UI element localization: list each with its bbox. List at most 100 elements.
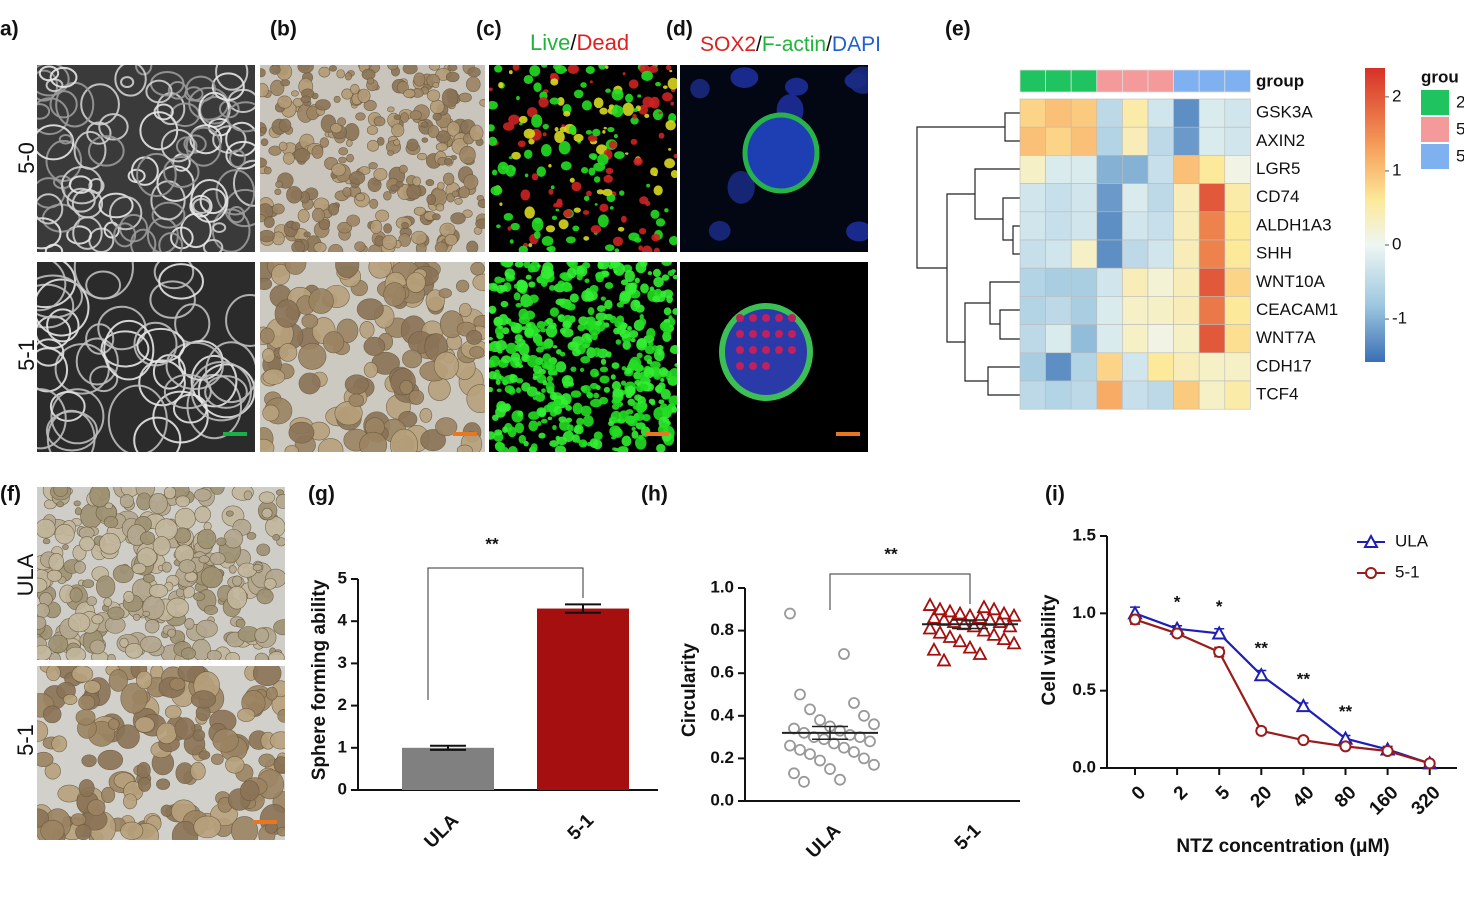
image-blob	[262, 404, 280, 422]
heat-cell	[1198, 380, 1226, 410]
image-blob	[494, 276, 503, 284]
image-blob	[512, 65, 520, 71]
y-tick-label: 0.0	[1072, 757, 1096, 776]
image-blob	[204, 375, 248, 409]
image-blob	[136, 327, 186, 364]
image-blob	[355, 112, 366, 121]
image-blob	[560, 161, 572, 171]
image-blob	[357, 88, 371, 103]
heat-cell	[1173, 211, 1200, 241]
panel-label: (c)	[476, 18, 502, 41]
image-blob	[107, 384, 168, 452]
image-blob	[165, 341, 224, 390]
image-blob	[393, 114, 401, 120]
image-blob	[37, 577, 48, 593]
image-blob	[619, 291, 632, 302]
image-blob	[74, 507, 82, 516]
marker	[1381, 744, 1394, 757]
image-blob	[387, 65, 399, 71]
image-blob	[178, 559, 196, 574]
image-blob	[570, 366, 577, 372]
image-blob	[633, 157, 643, 166]
image-blob	[81, 754, 97, 768]
image-blob	[153, 103, 174, 121]
image-blob	[133, 416, 182, 452]
image-blob	[552, 425, 557, 431]
image-blob	[611, 427, 623, 439]
image-blob	[593, 97, 604, 109]
image-blob	[387, 106, 395, 113]
heat-cell	[1045, 98, 1072, 128]
image-blob	[136, 762, 151, 779]
series-line	[1134, 612, 1431, 765]
image-blob	[646, 183, 651, 188]
image-blob	[435, 142, 448, 152]
image-blob	[363, 336, 386, 356]
image-blob	[670, 169, 677, 179]
heat-cell	[1019, 239, 1046, 269]
heat-cell	[1019, 380, 1046, 410]
image-blob	[45, 410, 98, 452]
image-blob	[634, 237, 642, 243]
image-blob	[528, 281, 536, 288]
image-blob	[37, 65, 70, 97]
image-blob	[503, 403, 512, 412]
image-blob	[175, 495, 190, 508]
image-blob	[272, 203, 285, 215]
image-blob	[566, 424, 574, 432]
image-blob	[503, 213, 514, 221]
image-blob	[674, 363, 677, 368]
heat-cell	[1224, 352, 1251, 382]
marker	[1363, 533, 1379, 548]
image-blob	[37, 103, 51, 120]
image-blob	[598, 65, 607, 70]
image-blob	[260, 229, 275, 243]
image-blob	[329, 65, 337, 72]
image-blob	[667, 270, 675, 277]
image-blob	[517, 286, 526, 293]
image-blob	[215, 169, 255, 216]
image-blob	[558, 219, 569, 230]
gene-label: SHH	[1256, 244, 1292, 263]
image-blob	[463, 174, 479, 190]
image-blob	[570, 390, 582, 398]
image-blob	[37, 262, 67, 312]
micrographs	[37, 65, 868, 840]
image-blob	[593, 392, 600, 399]
image-blob	[278, 141, 288, 152]
image-blob	[664, 158, 676, 169]
image-blob	[611, 105, 624, 118]
image-blob	[444, 158, 453, 165]
nucleus	[788, 330, 796, 338]
image-blob	[342, 186, 352, 197]
image-blob	[185, 126, 222, 167]
image-blob	[38, 65, 60, 82]
image-blob	[376, 137, 385, 146]
image-blob	[427, 125, 440, 139]
image-blob	[37, 347, 69, 393]
image-blob	[635, 262, 647, 274]
image-blob	[417, 152, 428, 161]
image-blob	[625, 93, 634, 103]
heat-cell	[1096, 126, 1123, 156]
image-blob	[567, 341, 579, 351]
micrograph	[260, 262, 485, 452]
image-blob	[184, 618, 195, 630]
image-blob	[140, 635, 162, 653]
image-blob	[143, 573, 155, 583]
image-blob	[620, 446, 629, 452]
image-blob	[192, 198, 212, 214]
gene-label: GSK3A	[1256, 103, 1313, 122]
gene-label: CDH17	[1256, 356, 1312, 375]
image-blob	[366, 77, 375, 85]
point	[976, 599, 992, 614]
image-blob	[604, 299, 613, 310]
image-blob	[256, 543, 271, 557]
image-blob	[552, 345, 558, 349]
image-blob	[508, 445, 518, 452]
heat-cell	[1096, 98, 1123, 128]
image-blob	[571, 181, 582, 192]
heat-cell	[1224, 324, 1251, 354]
image-blob	[341, 88, 353, 100]
image-blob	[160, 128, 196, 163]
